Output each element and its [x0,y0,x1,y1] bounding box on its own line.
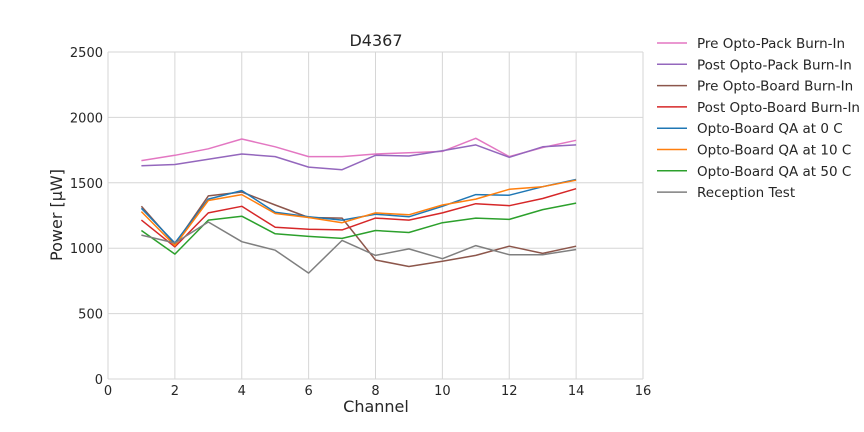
series-line [141,221,577,274]
x-tick-label: 0 [104,384,112,399]
series-line [140,179,577,247]
y-tick-label: 2000 [70,111,103,126]
x-tick-label: 10 [434,384,451,399]
series-line [140,202,577,255]
x-tick-label: 4 [238,384,246,399]
x-tick-label: 6 [304,384,312,399]
legend-label: Opto-Board QA at 0 C [697,121,843,137]
x-tick-label: 2 [171,384,179,399]
legend: Pre Opto-Pack Burn-In Post Opto-Pack Burn… [657,36,860,201]
x-tick-label: 12 [501,384,518,399]
series-line [140,187,577,248]
legend-label: Post Opto-Pack Burn-In [697,57,852,73]
grid [107,51,644,380]
series-layer [140,137,577,274]
legend-label: Post Opto-Board Burn-In [697,100,860,116]
legend-label: Pre Opto-Pack Burn-In [697,36,845,52]
x-tick-label: 16 [635,384,652,399]
legend-label: Opto-Board QA at 10 C [697,143,851,159]
tick-labels: 0 2 4 6 8 10 12 14 16 0 500 1000 1500 2000 2500 [70,46,651,399]
legend-label: Pre Opto-Board Burn-In [697,79,853,95]
x-axis-label: Channel [343,397,409,416]
y-tick-label: 2500 [70,46,103,61]
y-axis-label: Power [μW] [47,169,66,261]
chart-title: D4367 [349,31,402,50]
series-line [140,191,577,268]
y-tick-label: 500 [78,308,103,323]
legend-label: Reception Test [697,185,795,201]
x-tick-label: 8 [371,384,379,399]
y-tick-label: 0 [95,373,103,388]
y-tick-label: 1000 [70,242,103,257]
series-line [141,137,577,162]
x-tick-label: 14 [568,384,585,399]
y-tick-label: 1500 [70,177,103,192]
legend-label: Opto-Board QA at 50 C [697,164,851,180]
series-line [141,144,577,171]
